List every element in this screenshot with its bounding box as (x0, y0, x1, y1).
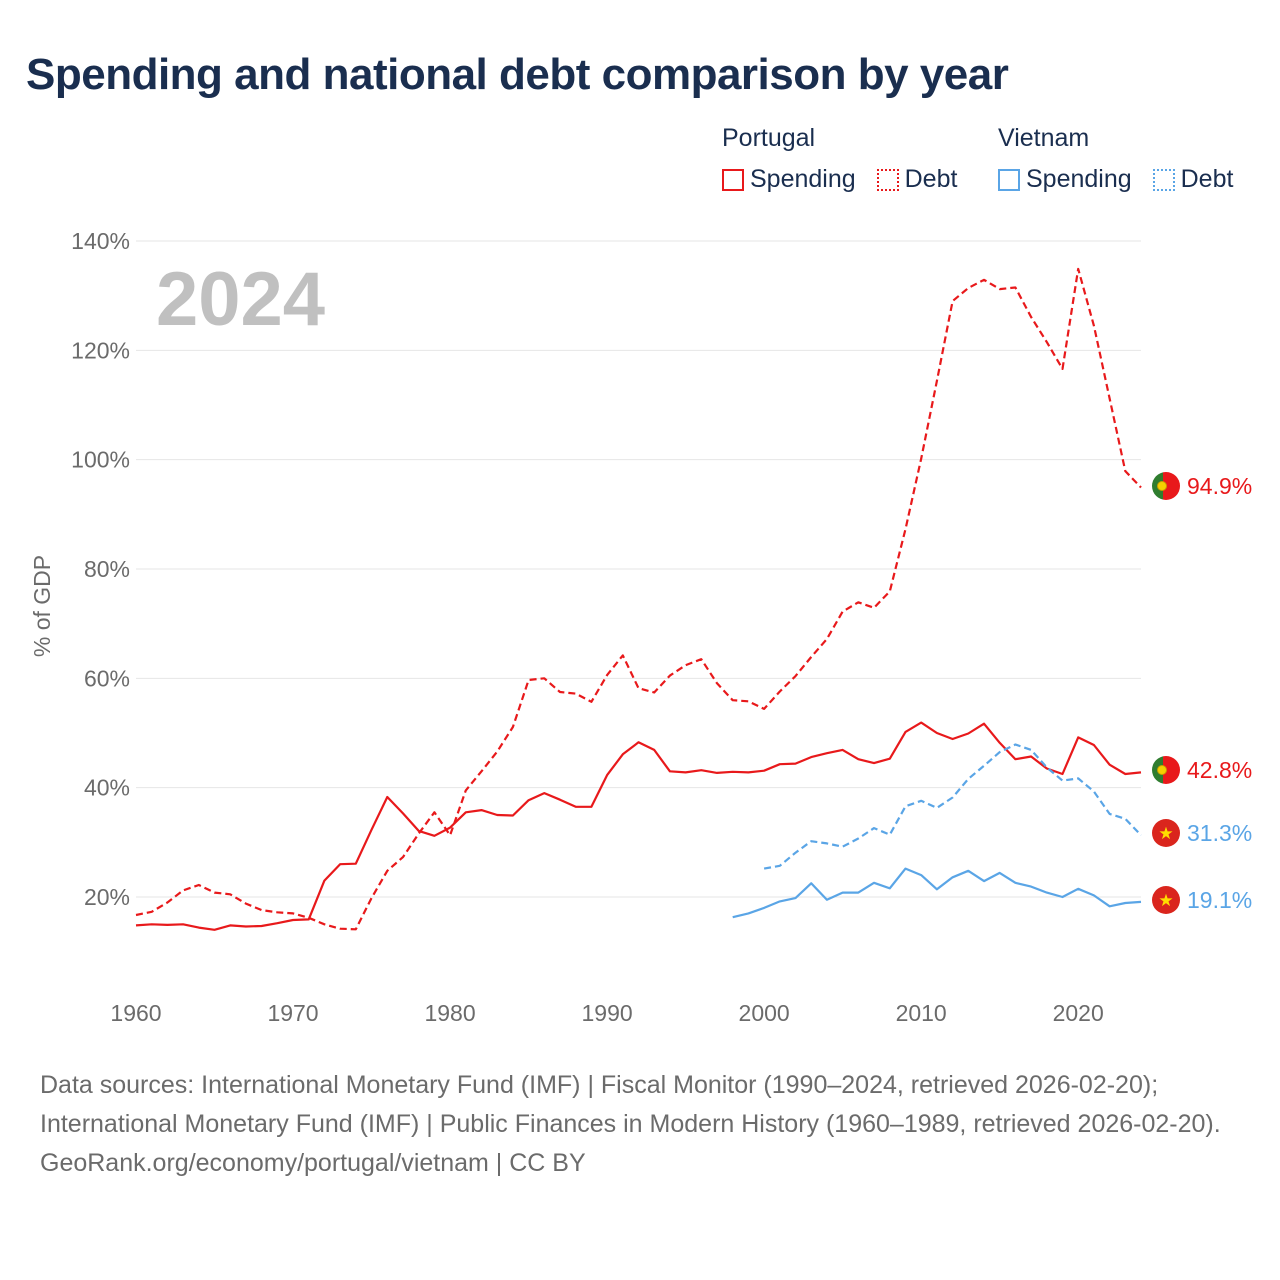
legend-item-label: Debt (904, 165, 958, 193)
y-tick-label: 40% (84, 775, 130, 801)
portugal-spending-flag-icon (1152, 756, 1180, 784)
solid-swatch-icon (722, 168, 744, 191)
legend-portugal: Portugal Spending Debt (722, 124, 971, 198)
x-tick-label: 2000 (739, 1000, 790, 1026)
legend-item-portugal-debt[interactable]: Debt (876, 165, 958, 194)
flag-red (1163, 472, 1180, 500)
year-watermark: 2024 (156, 257, 325, 342)
vietnam-debt-flag-icon: ★ (1152, 819, 1180, 847)
legend-item-portugal-spending[interactable]: Spending (722, 165, 856, 194)
portugal-debt-flag-icon (1152, 472, 1180, 500)
data-sources-text: Data sources: International Monetary Fun… (40, 1071, 1221, 1138)
chart-title: Spending and national debt comparison by… (26, 50, 1009, 99)
y-axis-label: % of GDP (29, 555, 55, 657)
legend-item-vietnam-debt[interactable]: Debt (1152, 165, 1234, 194)
x-tick-label: 2010 (896, 1000, 947, 1026)
x-tick-label: 1970 (267, 1000, 318, 1026)
portugal-debt-end-label: 94.9% (1187, 473, 1252, 499)
y-tick-label: 100% (71, 447, 130, 473)
x-tick-label: 1980 (424, 1000, 475, 1026)
line-chart: 2024 20% 40% 60% 80% 100% 120% 140% 1960 1970 198… (29, 228, 1252, 1026)
flag-red (1163, 756, 1180, 784)
dotted-swatch-icon (876, 168, 899, 191)
footer: Data sources: International Monetary Fun… (40, 1066, 1240, 1183)
legend-item-label: Spending (750, 165, 856, 193)
flag-emblem (1157, 481, 1167, 491)
flag-star: ★ (1158, 891, 1173, 911)
legend-group-label: Portugal (722, 124, 816, 152)
x-tick-label: 1960 (110, 1000, 161, 1026)
portugal-debt-line (135, 267, 1142, 931)
y-tick-label: 120% (71, 337, 130, 363)
flag-emblem (1157, 765, 1167, 775)
flag-star: ★ (1158, 824, 1173, 844)
vietnam-spending-flag-icon: ★ (1152, 886, 1180, 914)
credit-link[interactable]: GeoRank.org/economy/portugal/vietnam | C… (40, 1149, 586, 1177)
y-tick-label: 140% (71, 228, 130, 254)
x-tick-label: 1990 (582, 1000, 633, 1026)
dotted-swatch-icon (1152, 168, 1175, 191)
portugal-spending-line (135, 721, 1142, 931)
y-tick-label: 60% (84, 665, 130, 691)
legend-item-label: Spending (1026, 165, 1132, 193)
portugal-spending-end-label: 42.8% (1187, 757, 1252, 783)
solid-swatch-icon (998, 168, 1020, 191)
flag-red (1152, 819, 1180, 847)
legend-vietnam: Vietnam Spending Debt (998, 124, 1247, 198)
legend-item-vietnam-spending[interactable]: Spending (998, 165, 1132, 194)
vietnam-spending-line (732, 867, 1142, 919)
y-tick-label: 80% (84, 556, 130, 582)
flag-red (1152, 886, 1180, 914)
y-tick-label: 20% (84, 884, 130, 910)
vietnam-debt-line (763, 743, 1142, 870)
legend-group-label: Vietnam (998, 124, 1090, 152)
vietnam-spending-end-label: 19.1% (1187, 887, 1252, 913)
x-tick-label: 2020 (1053, 1000, 1104, 1026)
vietnam-debt-end-label: 31.3% (1187, 820, 1252, 846)
legend-item-label: Debt (1180, 165, 1234, 193)
